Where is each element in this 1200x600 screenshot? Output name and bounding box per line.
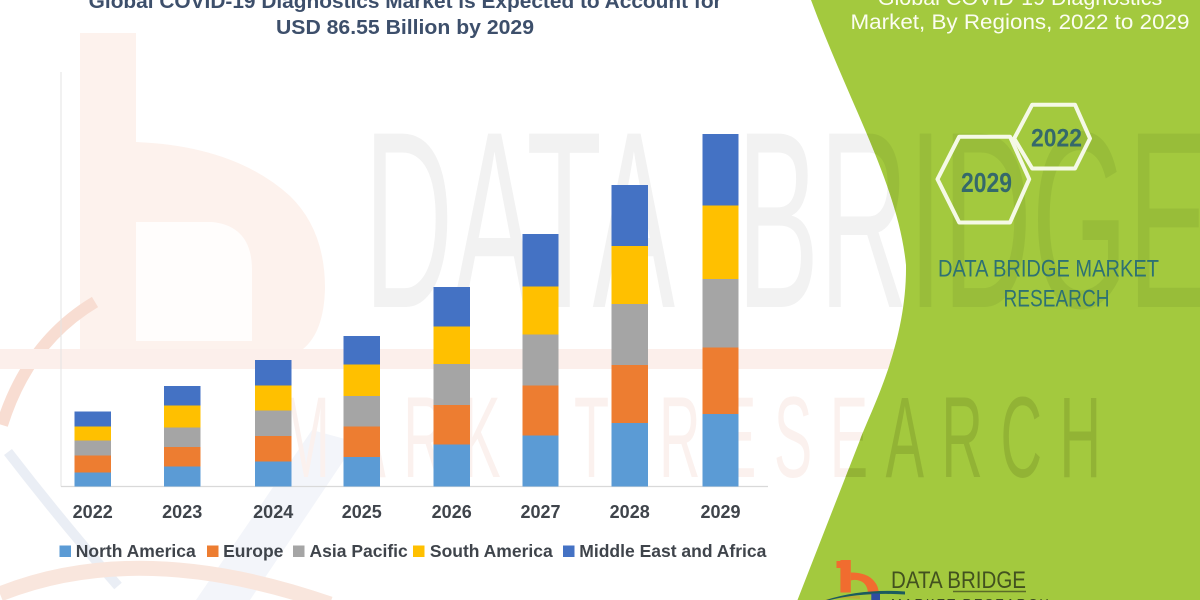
svg-text:Market, By Regions, 2022 to 20: Market, By Regions, 2022 to 2029 (851, 10, 1190, 34)
svg-text:2029: 2029 (700, 502, 740, 522)
svg-text:Europe: Europe (223, 541, 284, 561)
svg-text:RESEARCH: RESEARCH (1004, 286, 1110, 313)
svg-text:MARKET RESEARCH: MARKET RESEARCH (891, 596, 1051, 600)
svg-text:2026: 2026 (432, 502, 472, 522)
svg-text:2029: 2029 (961, 167, 1012, 198)
svg-text:DATA BRIDGE MARKET: DATA BRIDGE MARKET (938, 256, 1159, 283)
svg-text:2028: 2028 (610, 502, 650, 522)
svg-text:2023: 2023 (162, 502, 202, 522)
svg-text:DATA BRIDGE: DATA BRIDGE (891, 567, 1026, 594)
svg-text:Asia Pacific: Asia Pacific (310, 541, 409, 561)
svg-text:Middle East and Africa: Middle East and Africa (579, 541, 766, 561)
svg-text:2022: 2022 (1031, 125, 1082, 153)
svg-text:2024: 2024 (253, 502, 293, 522)
svg-text:South America: South America (430, 541, 553, 561)
svg-text:2027: 2027 (520, 502, 560, 522)
svg-text:Global COVID-19 Diagnostics: Global COVID-19 Diagnostics (878, 0, 1162, 10)
svg-text:North America: North America (76, 541, 196, 561)
svg-text:USD 86.55 Billion by 2029: USD 86.55 Billion by 2029 (276, 17, 534, 39)
svg-text:2022: 2022 (73, 502, 113, 522)
svg-text:2025: 2025 (342, 502, 382, 522)
svg-text:Global COVID-19 Diagnostics Ma: Global COVID-19 Diagnostics Market is Ex… (89, 0, 722, 13)
